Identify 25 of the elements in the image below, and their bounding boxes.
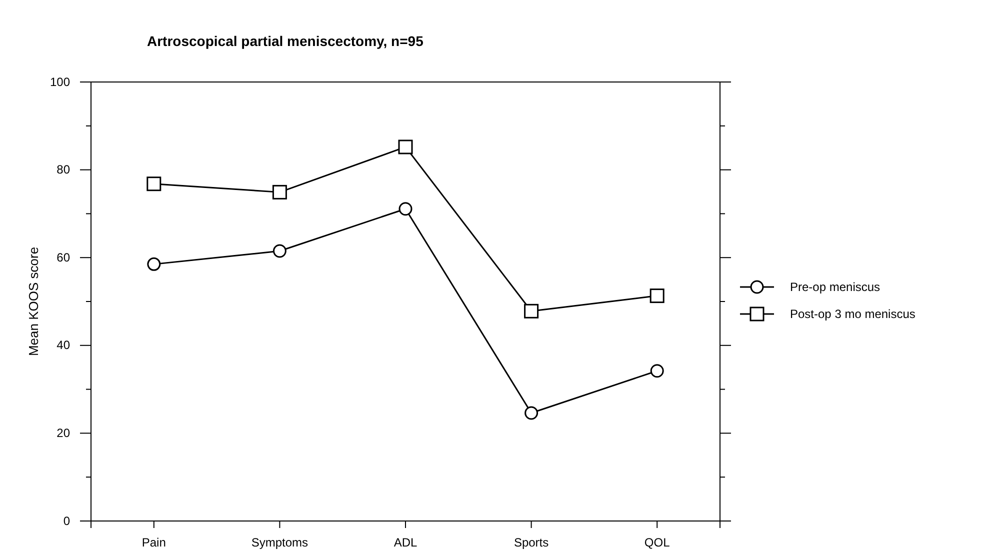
point xyxy=(272,184,287,200)
point xyxy=(398,140,413,154)
point xyxy=(398,202,412,216)
y-tick-label: 60 xyxy=(56,250,70,264)
x-tick-label: Pain xyxy=(142,536,166,550)
point xyxy=(650,288,664,304)
point xyxy=(524,406,538,420)
point xyxy=(146,176,162,192)
x-tick-label: QOL xyxy=(644,536,670,550)
y-tick-label: 20 xyxy=(56,426,70,440)
chart-title: Artroscopical partial meniscectomy, n=95 xyxy=(147,33,424,49)
point xyxy=(650,364,664,378)
point xyxy=(272,244,286,258)
y-tick-label: 40 xyxy=(56,338,70,352)
y-tick-label: 0 xyxy=(63,514,70,528)
x-tick-label: ADL xyxy=(394,536,418,550)
x-tick-label: Symptoms xyxy=(251,536,308,550)
y-tick-label: 100 xyxy=(50,74,70,89)
legend-label: Post-op 3 mo meniscus xyxy=(790,307,916,321)
point xyxy=(147,257,161,271)
y-tick-label: 80 xyxy=(56,162,70,177)
y-axis-title: Mean KOOS score xyxy=(26,246,41,356)
point xyxy=(524,304,539,318)
x-tick-label: Sports xyxy=(514,536,549,550)
legend-label: Pre-op meniscus xyxy=(790,280,880,294)
